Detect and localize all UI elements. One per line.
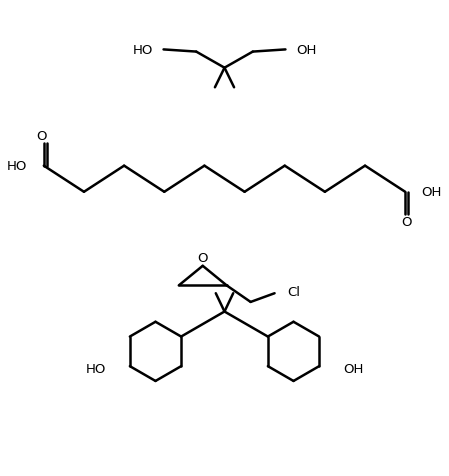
Text: HO: HO bbox=[132, 44, 153, 57]
Text: OH: OH bbox=[343, 362, 364, 375]
Text: Cl: Cl bbox=[287, 285, 300, 298]
Text: O: O bbox=[36, 130, 47, 143]
Text: OH: OH bbox=[422, 186, 442, 199]
Text: OH: OH bbox=[296, 44, 317, 57]
Text: O: O bbox=[198, 251, 208, 264]
Text: HO: HO bbox=[85, 362, 106, 375]
Text: O: O bbox=[401, 216, 412, 229]
Text: HO: HO bbox=[7, 160, 27, 173]
